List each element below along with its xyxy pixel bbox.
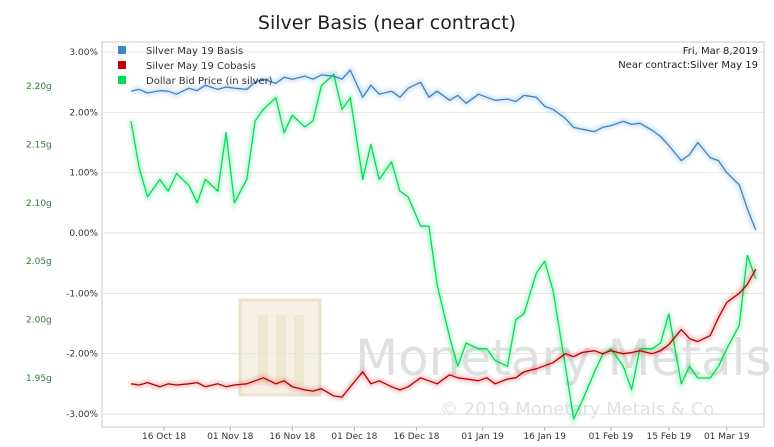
left-axis-tick-label: 2.00g	[26, 316, 52, 326]
left-axis-tick-label: 2.10g	[26, 199, 52, 209]
series-line-cobasis	[130, 268, 757, 398]
x-axis-tick-label: 01 Dec 18	[331, 432, 377, 442]
legend-swatch-dollar	[118, 76, 126, 84]
x-axis-tick-label: 16 Nov 18	[269, 432, 315, 442]
right-axis-tick-label: -1.00%	[66, 289, 98, 299]
right-axis-tick-label: 1.00%	[69, 169, 98, 179]
right-axis-tick-label: 0.00%	[69, 229, 98, 239]
left-axis-tick-label: 2.05g	[26, 257, 52, 267]
left-axis: 2.20g 2.15g 2.10g 2.05g 2.00g 1.95g	[26, 82, 52, 384]
right-axis-tick-label: 3.00%	[69, 48, 98, 58]
x-axis-tick-label: 01 Feb 19	[589, 432, 634, 442]
x-axis-tick-label: 01 Jan 19	[461, 432, 504, 442]
legend-swatch-basis	[118, 46, 126, 54]
series-layer	[128, 65, 759, 428]
x-axis-tick-label: 16 Dec 18	[393, 432, 439, 442]
note-date: Fri, Mar 8,2019	[683, 46, 758, 57]
chart-title: Silver Basis (near contract)	[258, 12, 516, 34]
x-axis: 16 Oct 18 01 Nov 18 16 Nov 18 01 Dec 18 16 D…	[142, 432, 750, 442]
legend: Silver May 19 Basis Silver May 19 Cobasi…	[118, 46, 273, 87]
legend-label-cobasis: Silver May 19 Cobasis	[146, 61, 256, 72]
left-axis-tick-label: 2.15g	[26, 140, 52, 150]
right-axis: 3.00% 2.00% 1.00% 0.00% -1.00% -2.00% -3.00%	[66, 48, 98, 420]
right-axis-tick-label: 2.00%	[69, 108, 98, 118]
right-axis-tick-label: -2.00%	[66, 350, 98, 360]
right-axis-tick-label: -3.00%	[66, 410, 98, 420]
legend-swatch-cobasis	[118, 61, 126, 69]
legend-label-dollar: Dollar Bid Price (in silver)	[146, 76, 273, 87]
left-axis-tick-label: 2.20g	[26, 82, 52, 92]
series-line-basis	[130, 69, 757, 231]
x-axis-tick-label: 01 Mar 19	[704, 432, 750, 442]
x-axis-tick-label: 15 Feb 19	[647, 432, 692, 442]
series-line-dollar-bid	[130, 73, 757, 420]
x-axis-tick-label: 16 Jan 19	[523, 432, 566, 442]
left-axis-tick-label: 1.95g	[26, 374, 52, 384]
x-axis-tick-label: 01 Nov 18	[207, 432, 253, 442]
plot-area	[101, 41, 765, 428]
legend-label-basis: Silver May 19 Basis	[146, 46, 243, 57]
x-axis-tick-label: 16 Oct 18	[142, 432, 186, 442]
note-contract: Near contract:Silver May 19	[618, 60, 758, 71]
